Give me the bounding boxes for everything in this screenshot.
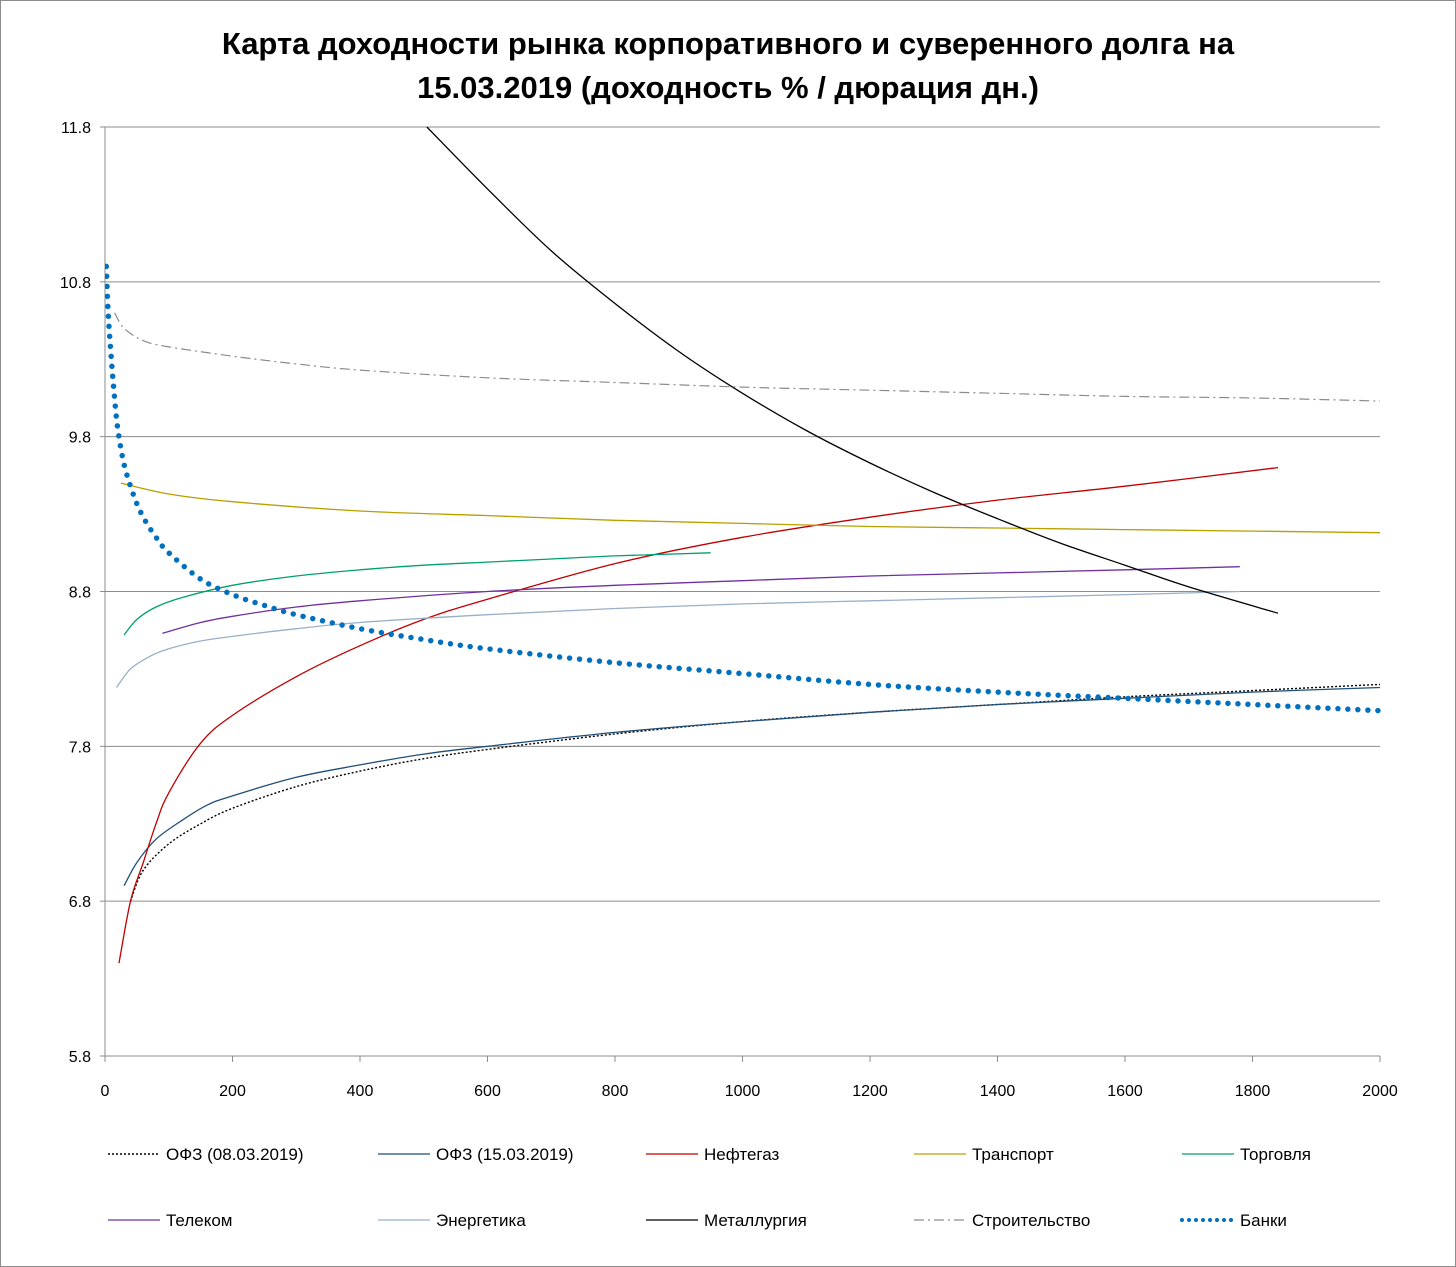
legend-label-телеком: Телеком [166, 1211, 232, 1230]
legend-label-строительство: Строительство [972, 1211, 1090, 1230]
series-line-торговля [123, 552, 711, 636]
y-tick-label: 7.8 [69, 739, 91, 756]
series-line-нефтегаз [118, 466, 1279, 964]
series-line-энергетика [115, 590, 1240, 688]
series-line-металлургия [426, 126, 1279, 614]
legend: ОФЗ (08.03.2019) ОФЗ (15.03.2019) Нефтегаз… [108, 1145, 1311, 1230]
x-tick-label: 800 [602, 1083, 629, 1100]
legend-label-энергетика: Энергетика [436, 1211, 526, 1230]
chart-title: Карта доходности рынка корпоративного и … [0, 22, 1456, 110]
series-line-банки [105, 263, 1382, 714]
series-line-офз-15-03-2019 [123, 686, 1381, 887]
chart-title-line-1: Карта доходности рынка корпоративного и … [221, 26, 1235, 61]
legend-label-офз-15-03-2019: ОФЗ (15.03.2019) [436, 1145, 574, 1164]
series-line-транспорт [120, 482, 1381, 534]
y-tick-label: 10.8 [60, 275, 91, 292]
x-tick-label: 1200 [852, 1083, 888, 1100]
y-tick-label: 11.8 [61, 120, 91, 137]
x-tick-label: 1600 [1107, 1083, 1143, 1100]
legend-label-банки: Банки [1240, 1211, 1287, 1230]
x-tick-label: 0 [101, 1083, 110, 1100]
y-tick-label: 9.8 [69, 430, 91, 447]
y-tick-label: 6.8 [69, 894, 91, 911]
x-tick-label: 1800 [1235, 1083, 1271, 1100]
legend-label-нефтегаз: Нефтегаз [704, 1145, 779, 1164]
legend-label-транспорт: Транспорт [972, 1145, 1054, 1164]
legend-label-металлургия: Металлургия [704, 1211, 807, 1230]
chart-title-line-2: 15.03.2019 (доходность % / дюрация дн.) [417, 70, 1039, 105]
legend-label-торговля: Торговля [1240, 1145, 1311, 1164]
x-tick-label: 1400 [980, 1083, 1016, 1100]
x-tick-label: 400 [347, 1083, 374, 1100]
series-line-телеком [162, 566, 1240, 634]
series-lines [105, 126, 1382, 964]
x-tick-label: 200 [219, 1083, 246, 1100]
x-tick-label: 2000 [1362, 1083, 1398, 1100]
y-tick-label: 8.8 [69, 585, 91, 602]
legend-label-офз-08-03-2019: ОФЗ (08.03.2019) [166, 1145, 304, 1164]
gridlines [105, 126, 1380, 1057]
x-tick-label: 1000 [725, 1083, 761, 1100]
x-tick-label: 600 [474, 1083, 501, 1100]
y-tick-label: 5.8 [69, 1049, 91, 1066]
axes: 5.8 6.8 7.8 8.8 9.8 10.8 11.8 0 200 400 600 800 1000… [60, 120, 1398, 1100]
series-line-офз-08-03-2019 [129, 683, 1381, 902]
series-line-строительство [114, 312, 1381, 402]
